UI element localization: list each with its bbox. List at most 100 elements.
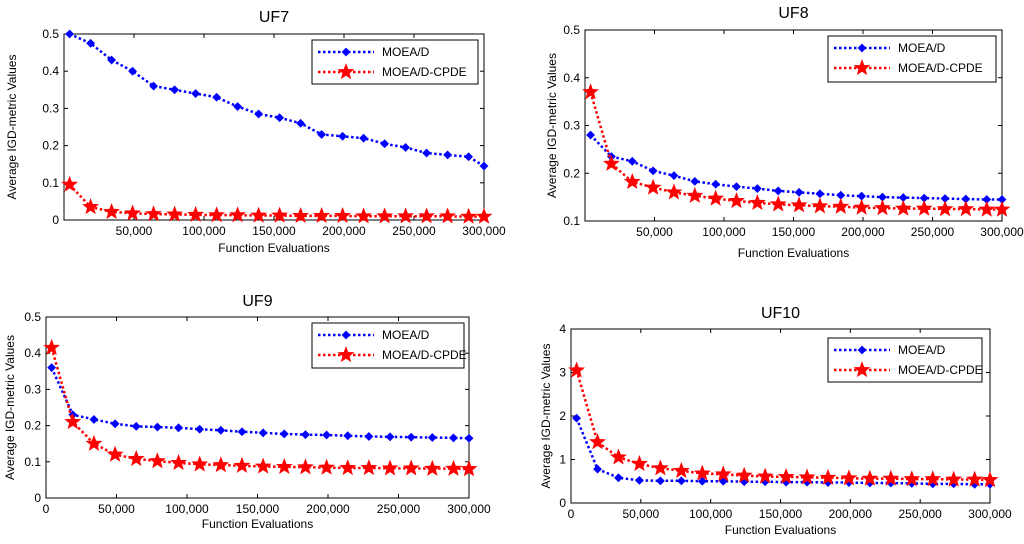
x-tick-label: 250,000: [377, 502, 421, 516]
data-point: [254, 457, 272, 474]
data-point: [427, 433, 437, 442]
data-point: [777, 468, 795, 485]
x-tick-label: 100,000: [702, 225, 746, 239]
chart-title: UF9: [242, 293, 272, 310]
data-point: [690, 176, 700, 186]
data-point: [275, 458, 293, 475]
data-point: [586, 130, 595, 140]
data-point: [313, 207, 331, 224]
data-point: [131, 421, 141, 431]
data-point: [644, 178, 662, 195]
data-point: [464, 433, 474, 443]
data-point: [924, 470, 942, 487]
x-tick-label: 150,000: [236, 502, 280, 516]
data-point: [936, 200, 954, 217]
data-point: [945, 470, 963, 487]
legend-label: MOEA/D-CPDE: [898, 61, 983, 75]
x-tick-label: 50,000: [636, 225, 673, 239]
x-tick-label: 200,000: [841, 225, 885, 239]
data-point: [582, 83, 599, 100]
x-tick-label: 250,000: [898, 507, 942, 521]
data-point: [152, 422, 162, 432]
data-point: [635, 475, 644, 485]
legend: MOEA/D MOEA/D-CPDE: [827, 337, 983, 383]
x-tick-label: 300,000: [968, 507, 1012, 521]
x-tick-label: 50,000: [116, 224, 153, 238]
series-line: [50, 367, 470, 440]
legend-label: MOEA/D-CPDE: [382, 65, 467, 79]
data-point: [464, 152, 474, 162]
data-point: [233, 456, 251, 473]
data-point: [258, 428, 268, 438]
data-point: [475, 207, 493, 224]
chart-uf10: UF10 0 1 2 3 4 0 50,000 100,000 150,000 200,000 250…: [539, 305, 1012, 537]
data-point: [406, 432, 416, 442]
data-point: [915, 199, 933, 216]
x-tick-label: 100,000: [182, 224, 226, 238]
data-point: [61, 175, 79, 192]
data-point: [148, 452, 166, 469]
data-point: [124, 204, 142, 221]
data-point: [655, 476, 665, 486]
data-point: [669, 171, 679, 181]
x-tick-label: 150,000: [772, 225, 816, 239]
x-tick-label: 250,000: [392, 224, 436, 238]
x-tick-label: 200,000: [322, 224, 366, 238]
legend-marker: [853, 361, 871, 378]
data-point: [149, 81, 159, 91]
data-point: [343, 431, 353, 441]
x-tick-label: 0: [43, 502, 50, 516]
y-tick-label: 0.3: [24, 382, 41, 396]
x-axis-label: Function Evaluations: [202, 517, 313, 531]
legend-marker: [341, 330, 351, 340]
data-point: [271, 206, 289, 223]
x-tick-label: 300,000: [462, 224, 506, 238]
data-point: [322, 430, 332, 440]
data-point: [82, 198, 100, 215]
y-tick-label: 0.5: [563, 23, 580, 37]
legend-box: [827, 35, 997, 83]
data-point: [460, 207, 478, 224]
data-point: [614, 473, 623, 483]
data-point: [993, 200, 1011, 217]
y-axis-label: Average IGD-metric Values: [3, 335, 17, 480]
data-point: [229, 206, 247, 223]
data-point: [187, 205, 205, 222]
legend-label: MOEA/D: [382, 45, 430, 59]
data-point: [748, 194, 766, 211]
data-point: [697, 476, 707, 486]
y-tick-label: 0: [52, 213, 59, 227]
data-point: [195, 424, 205, 434]
data-point: [212, 456, 230, 473]
data-point: [355, 207, 373, 224]
data-point: [790, 196, 808, 213]
y-tick-label: 0.3: [42, 101, 59, 115]
x-tick-label: 300,000: [980, 225, 1024, 239]
y-tick-label: 0: [34, 491, 41, 505]
data-point: [106, 445, 124, 462]
data-point: [966, 470, 984, 487]
legend: MOEA/D MOEA/D-CPDE: [311, 322, 467, 369]
data-point: [769, 195, 787, 212]
series-moead-cpde: [568, 361, 999, 488]
data-point: [128, 66, 138, 76]
legend-marker: [857, 43, 867, 53]
data-point: [317, 130, 327, 139]
x-tick-label: 50,000: [622, 507, 659, 521]
data-point: [602, 154, 620, 171]
data-point: [297, 458, 314, 475]
data-point: [191, 455, 209, 472]
x-axis-label: Function Evaluations: [218, 241, 329, 255]
series-moead: [65, 29, 489, 171]
series-moead-cpde: [43, 338, 478, 477]
data-point: [735, 466, 753, 483]
x-tick-label: 0: [568, 507, 575, 521]
y-tick-label: 4: [559, 322, 566, 336]
data-point: [756, 467, 774, 484]
data-point: [714, 465, 732, 482]
data-point: [894, 199, 912, 216]
y-tick-label: 0.4: [563, 71, 580, 85]
y-tick-label: 0.1: [42, 176, 59, 190]
data-point: [208, 206, 226, 223]
